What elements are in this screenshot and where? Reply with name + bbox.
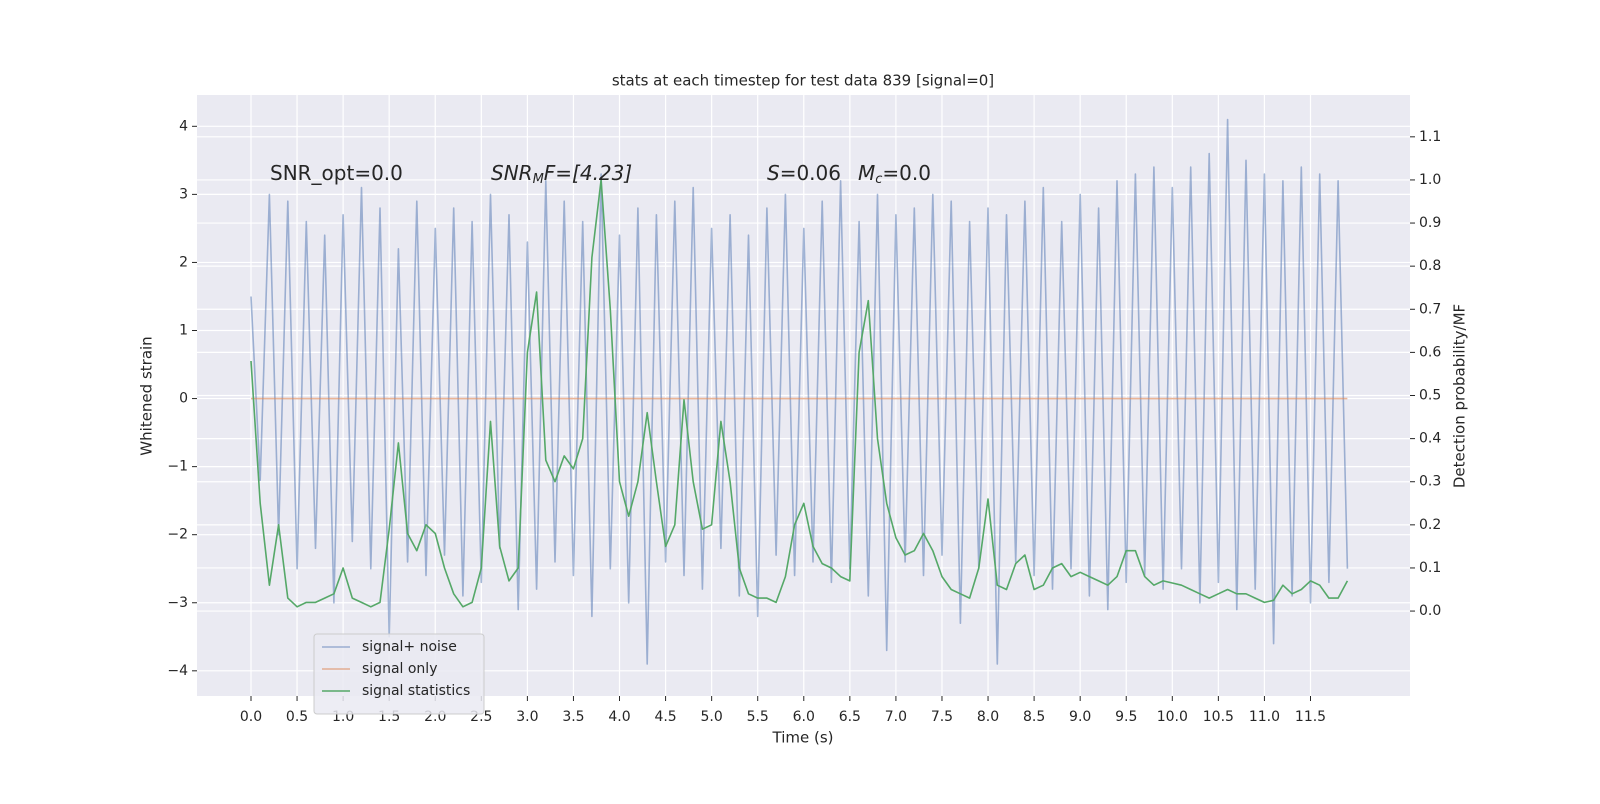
x-tick-label: 10.5: [1203, 709, 1234, 725]
x-tick-label: 3.5: [562, 709, 584, 725]
y-tick-label: −2: [167, 527, 188, 543]
annotation: Mc=0.0: [858, 161, 931, 187]
annotation: S=0.06: [767, 161, 841, 185]
x-tick-label: 7.0: [885, 709, 907, 725]
x-axis-label: Time (s): [772, 729, 834, 747]
x-tick-label: 8.5: [1023, 709, 1045, 725]
y2-tick-label: 1.1: [1419, 129, 1441, 145]
y-tick-label: 1: [179, 322, 188, 338]
x-tick-label: 0.0: [240, 709, 262, 725]
y-tick-label: 3: [179, 186, 188, 202]
y-tick-label: −4: [167, 663, 188, 679]
x-tick-label: 3.0: [516, 709, 538, 725]
x-tick-label: 6.0: [793, 709, 815, 725]
y2-tick-label: 0.9: [1419, 215, 1441, 231]
y2-tick-label: 0.6: [1419, 344, 1441, 360]
y2-tick-label: 0.8: [1419, 258, 1441, 274]
y-axis-label: Whitened strain: [138, 336, 156, 455]
y2-tick-label: 0.3: [1419, 474, 1441, 490]
x-tick-label: 6.5: [839, 709, 861, 725]
legend-label: signal statistics: [362, 683, 470, 699]
y2-tick-label: 0.7: [1419, 301, 1441, 317]
x-tick-label: 9.0: [1069, 709, 1091, 725]
series-line: [250, 118, 1349, 665]
x-tick-label: 0.5: [286, 709, 308, 725]
x-tick-label: 4.5: [654, 709, 676, 725]
legend-label: signal only: [362, 661, 437, 677]
x-tick-label: 10.0: [1157, 709, 1188, 725]
x-tick-label: 7.5: [931, 709, 953, 725]
x-tick-label: 8.0: [977, 709, 999, 725]
y2-tick-label: 1.0: [1419, 172, 1441, 188]
x-tick-label: 4.0: [608, 709, 630, 725]
y2-tick-label: 0.0: [1419, 603, 1441, 619]
y-tick-label: −3: [167, 595, 188, 611]
series-line: [250, 179, 1349, 608]
y2-axis-label: Detection probability/MF: [1451, 304, 1469, 488]
chart-title: stats at each timestep for test data 839…: [612, 72, 994, 90]
y2-tick-label: 0.2: [1419, 517, 1441, 533]
y-tick-label: −1: [167, 459, 188, 475]
annotation: SNR_opt=0.0: [270, 161, 403, 185]
y-tick-label: 0: [179, 391, 188, 407]
x-tick-label: 11.5: [1295, 709, 1326, 725]
y2-tick-label: 0.1: [1419, 560, 1441, 576]
x-tick-label: 9.5: [1115, 709, 1137, 725]
y2-tick-label: 0.5: [1419, 388, 1441, 404]
y2-tick-label: 0.4: [1419, 431, 1441, 447]
annotation: SNRMF=[4.23]: [491, 161, 632, 187]
legend-label: signal+ noise: [362, 639, 457, 655]
x-tick-label: 5.5: [747, 709, 769, 725]
y-tick-label: 4: [179, 118, 188, 134]
x-tick-label: 5.0: [701, 709, 723, 725]
x-tick-label: 11.0: [1249, 709, 1280, 725]
y-tick-label: 2: [179, 254, 188, 270]
legend-box: [313, 633, 485, 715]
